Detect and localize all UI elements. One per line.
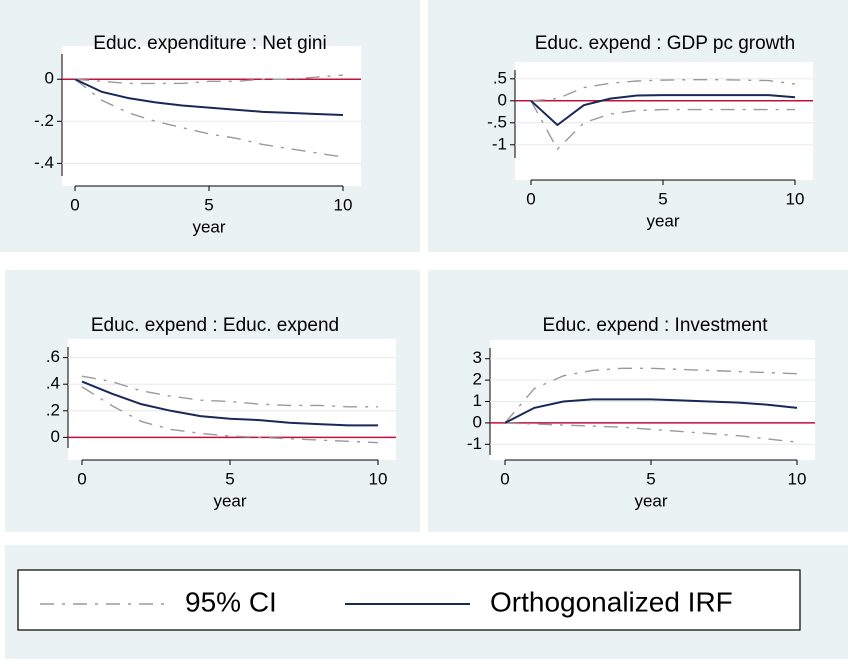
y-tick-label: 3 <box>473 348 482 367</box>
x-tick-label: 0 <box>77 469 86 488</box>
x-axis-label: year <box>646 211 679 230</box>
y-tick-label: 0 <box>51 427 60 446</box>
y-tick-label: .4 <box>46 374 60 393</box>
y-tick-label: .2 <box>46 400 60 419</box>
ci-lower-line <box>504 422 798 443</box>
x-axis-label: year <box>634 491 667 510</box>
y-tick-label: -.4 <box>34 153 54 172</box>
ci-upper-line <box>74 74 344 85</box>
y-tick-label: -.5 <box>487 112 507 131</box>
y-tick-label: 2 <box>473 370 482 389</box>
y-tick-label: 1 <box>473 391 482 410</box>
y-tick-label: 0 <box>45 69 54 88</box>
plot-area <box>62 46 361 186</box>
ci-lower-line <box>530 100 795 151</box>
irf-line <box>530 94 796 127</box>
x-tick-label: 10 <box>788 469 807 488</box>
legend-irf-label: Orthogonalized IRF <box>490 586 733 617</box>
ci-upper-line <box>530 78 796 102</box>
y-tick-label: 0 <box>473 412 482 431</box>
x-tick-label: 5 <box>204 195 213 214</box>
chart-title: Educ. expend : Investment <box>543 315 769 336</box>
x-axis-label: year <box>213 491 246 510</box>
legend-box <box>17 569 801 631</box>
ci-upper-line <box>504 367 798 424</box>
irf-line <box>74 78 344 116</box>
ci-lower-line <box>74 78 344 158</box>
chart-title: Educ. expend : Educ. expend <box>91 315 339 336</box>
y-tick-label: -1 <box>467 434 482 453</box>
x-tick-label: 10 <box>334 195 353 214</box>
chart-title: Educ. expend : GDP pc growth <box>535 33 796 54</box>
y-tick-label: -.2 <box>34 111 54 130</box>
x-tick-label: 10 <box>369 469 388 488</box>
plot-area <box>515 62 813 180</box>
x-tick-label: 5 <box>658 189 667 208</box>
y-tick-label: 0 <box>498 90 507 109</box>
irf-line <box>504 398 798 424</box>
x-tick-label: 5 <box>225 469 234 488</box>
y-tick-label: -1 <box>492 134 507 153</box>
legend-ci-label: 95% CI <box>185 586 277 617</box>
x-tick-label: 0 <box>526 189 535 208</box>
x-tick-label: 10 <box>786 189 805 208</box>
y-tick-label: .5 <box>493 68 507 87</box>
x-tick-label: 0 <box>70 195 79 214</box>
ci-lower-line <box>81 386 379 444</box>
y-tick-label: .6 <box>46 347 60 366</box>
plot-area <box>68 339 396 460</box>
x-tick-label: 5 <box>646 469 655 488</box>
x-tick-label: 0 <box>500 469 509 488</box>
chart-title: Educ. expenditure : Net gini <box>93 33 326 54</box>
x-axis-label: year <box>192 217 225 236</box>
irf-line <box>81 380 378 427</box>
